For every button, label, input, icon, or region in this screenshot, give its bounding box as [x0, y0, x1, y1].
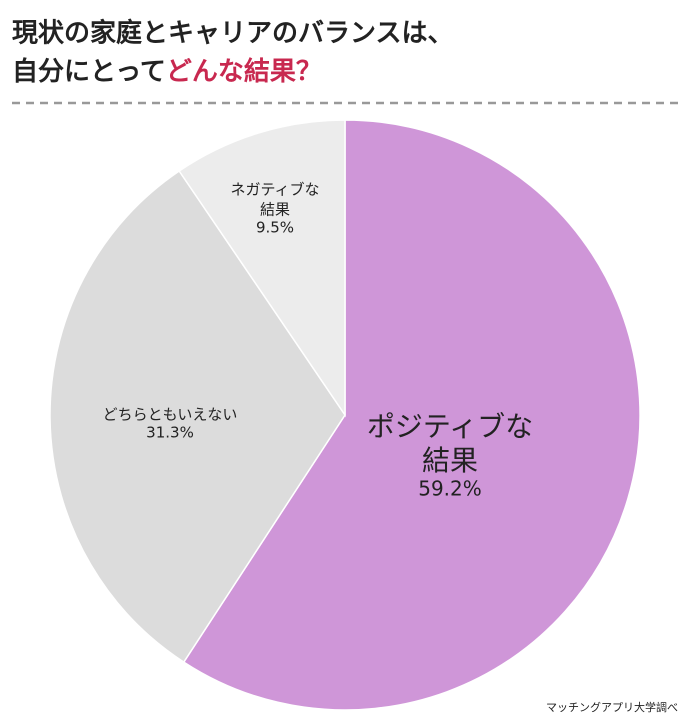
slice-label: どちらともいえない [103, 406, 238, 424]
slice-label: 結果 [422, 444, 478, 477]
slice-label: 結果 [260, 201, 290, 219]
slice-label: ポジティブな [367, 410, 533, 443]
title-line: 現状の家庭とキャリアのバランスは、 [12, 18, 453, 49]
title-line: 自分にとってどんな結果？ [12, 56, 322, 87]
slice-label: ネガティブな [230, 181, 319, 199]
value-label: 31.3% [146, 424, 194, 442]
pie-slice [178, 119, 346, 418]
value-label: 9.5% [256, 219, 294, 237]
pie-slice [49, 169, 346, 664]
value-label: 59.2% [418, 477, 482, 501]
pie-slice [182, 119, 641, 711]
source: マッチングアプリ大学調べ [546, 700, 678, 714]
title-highlight: どんな結果？ [166, 56, 322, 87]
title-part: 自分にとって [12, 56, 166, 87]
